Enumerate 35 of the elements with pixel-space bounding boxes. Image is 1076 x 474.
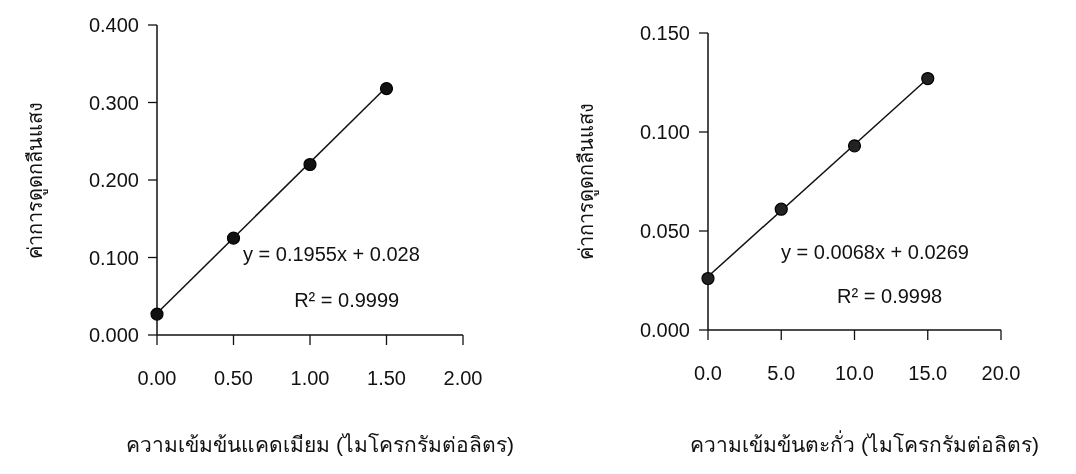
y-tick-label: 0.100 [88,246,139,269]
point [379,81,394,96]
x-tick-label: 15.0 [908,362,948,384]
x-tick-label: 1.00 [290,367,330,389]
x-axis-title: ความเข้มข้นตะกั่ว (ไมโครกรัมต่อลิตร) [690,430,1039,456]
annotation: R² = 0.9998 [837,285,943,308]
y-tick-label: 0.000 [639,319,690,341]
y-tick-label: 0.400 [88,14,139,36]
annotation: y = 0.1955x + 0.028 [243,242,420,265]
point [303,157,317,172]
point [701,271,715,286]
x-tick-label: 1.50 [367,367,406,389]
y-tick-label: 0.050 [639,220,690,242]
x-tick-label: 2.00 [443,367,483,389]
point [226,231,241,245]
annotation: y = 0.0068x + 0.0269 [781,240,969,263]
x-tick-label: 5.0 [767,362,796,384]
annotation: R² = 0.9999 [294,289,400,312]
y-tick-label: 0.300 [88,91,139,114]
y-tick-label: 0.000 [88,324,139,346]
x-tick-label: 0.00 [137,367,177,389]
x-tick-label: 10.0 [835,362,874,384]
y-tick-label: 0.200 [88,169,139,191]
y-tick-label: 0.150 [639,22,690,44]
x-tick-label: 0.50 [214,367,253,389]
y-axis-title: ค่าการดูดกลืนแสง [575,103,599,260]
x-tick-label: 20.0 [981,362,1021,384]
x-axis-title: ความเข้มข้นแคดเมียม (ไมโครกรัมต่อลิตร) [126,433,514,456]
point [774,202,788,216]
point [150,307,164,321]
y-tick-label: 0.100 [639,121,690,143]
x-tick-label: 0.0 [694,362,722,384]
y-axis-title: ค่าการดูดกลืนแสง [24,101,48,259]
point [847,139,862,153]
point [921,71,935,86]
